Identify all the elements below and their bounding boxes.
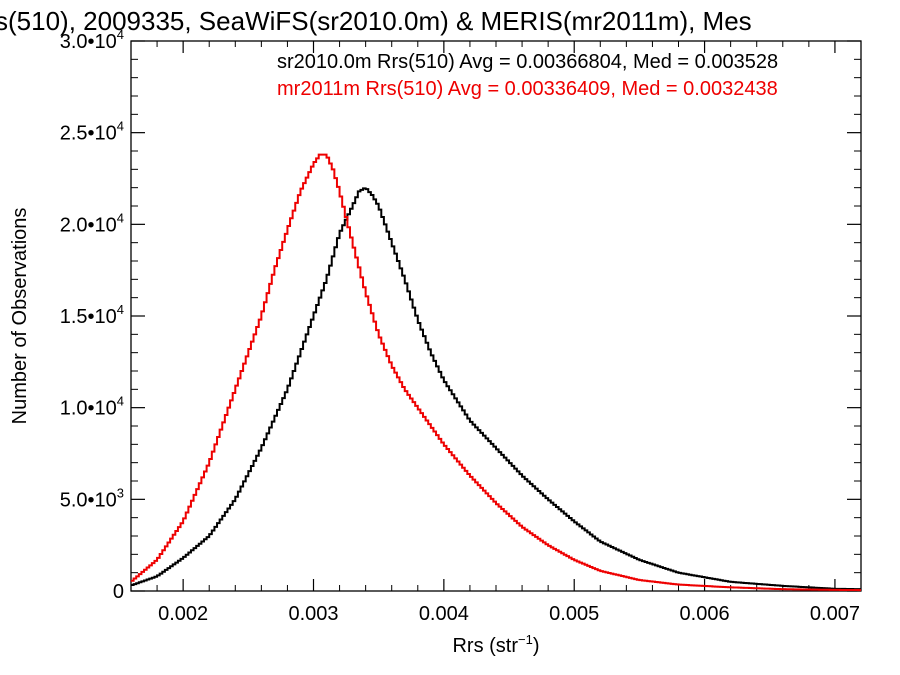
x-tick-label: 0.003 (288, 603, 338, 625)
x-tick-label: 0.006 (680, 603, 730, 625)
y-tick-label-mantissa: 2.0•10 (60, 214, 117, 236)
legend-annotation-series-1: sr2010.0m Rrs(510) Avg = 0.00366804, Med… (277, 51, 778, 73)
chart-title: s(510), 2009335, SeaWiFS(sr2010.0m) & ME… (0, 6, 752, 36)
x-tick-label: 0.005 (549, 603, 599, 625)
x-tick-label: 0.002 (158, 603, 208, 625)
y-tick-label: 2.5•104 (60, 119, 124, 145)
y-tick-label-exponent: 4 (117, 210, 124, 225)
y-tick-label: 5.0•103 (60, 485, 124, 511)
y-tick-label: 3.0•104 (60, 27, 124, 53)
y-tick-label-mantissa: 5.0•10 (60, 489, 117, 511)
y-tick-label: 1.0•104 (60, 394, 124, 420)
y-axis: 05.0•1031.0•1041.5•1042.0•1042.5•1043.0•… (60, 27, 861, 603)
x-axis-label: Rrs (str−1) (452, 632, 539, 657)
y-tick-label-mantissa: 3.0•10 (60, 31, 117, 53)
x-axis-label-tail: ) (533, 635, 540, 657)
plot-series (131, 153, 861, 592)
y-tick-label-exponent: 3 (117, 485, 124, 500)
y-tick-label: 1.5•104 (60, 302, 124, 328)
x-tick-label: 0.007 (810, 603, 860, 625)
y-tick-label-mantissa: 0 (113, 581, 124, 603)
y-tick-label-mantissa: 1.5•10 (60, 306, 117, 328)
x-axis-label-superscript: −1 (518, 632, 533, 647)
y-tick-label: 2.0•104 (60, 210, 124, 236)
y-tick-label-exponent: 4 (117, 302, 124, 317)
y-tick-label-mantissa: 1.0•10 (60, 398, 117, 420)
y-axis-label: Number of Observations (9, 208, 31, 425)
y-tick-label-mantissa: 2.5•10 (60, 123, 117, 145)
y-tick-label: 0 (113, 581, 124, 603)
series-line-2 (131, 153, 861, 592)
series-line-1 (131, 187, 861, 591)
x-axis-label-main: Rrs (str (452, 635, 518, 657)
y-tick-label-exponent: 4 (117, 27, 124, 42)
x-tick-label: 0.004 (419, 603, 469, 625)
y-tick-label-exponent: 4 (117, 119, 124, 134)
y-tick-label-exponent: 4 (117, 394, 124, 409)
legend-annotation-series-2: mr2011m Rrs(510) Avg = 0.00336409, Med =… (277, 78, 778, 100)
